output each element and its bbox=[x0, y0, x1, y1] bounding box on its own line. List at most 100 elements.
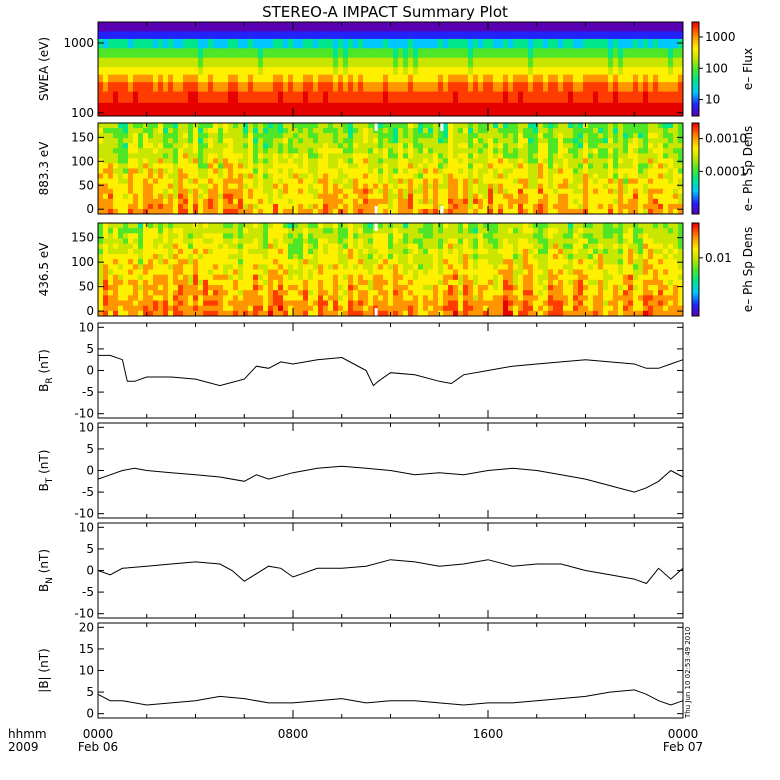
heatmap-cell bbox=[458, 203, 464, 210]
heatmap-cell bbox=[613, 128, 619, 134]
heatmap-cell bbox=[498, 310, 504, 317]
heatmap-cell bbox=[518, 208, 524, 215]
heatmap-cell bbox=[128, 102, 134, 117]
heatmap-cell bbox=[148, 203, 154, 210]
heatmap-cell bbox=[213, 148, 219, 154]
heatmap-cell bbox=[248, 163, 254, 169]
heatmap-cell bbox=[498, 178, 504, 185]
heatmap-cell bbox=[213, 128, 219, 134]
heatmap-cell bbox=[373, 285, 379, 291]
heatmap-cell bbox=[278, 203, 284, 210]
heatmap-cell bbox=[313, 233, 319, 239]
heatmap-cell bbox=[398, 285, 404, 291]
heatmap-cell bbox=[503, 163, 509, 169]
heatmap-cell bbox=[248, 300, 254, 307]
heatmap-cell bbox=[243, 193, 249, 200]
heatmap-cell bbox=[103, 128, 109, 134]
heatmap-cell bbox=[578, 74, 584, 83]
heatmap-cell bbox=[98, 153, 104, 159]
heatmap-cell bbox=[413, 153, 419, 159]
heatmap-cell bbox=[208, 138, 214, 144]
heatmap-cell bbox=[533, 223, 539, 229]
heatmap-cell bbox=[198, 82, 204, 92]
heatmap-cell bbox=[128, 38, 134, 49]
heatmap-cell bbox=[638, 138, 644, 144]
heatmap-cell bbox=[123, 233, 129, 239]
heatmap-cell bbox=[378, 238, 384, 245]
heatmap-cell bbox=[548, 158, 554, 164]
heatmap-cell bbox=[283, 305, 289, 312]
heatmap-cell bbox=[248, 285, 254, 291]
heatmap-cell bbox=[418, 74, 424, 83]
heatmap-cell bbox=[663, 133, 669, 139]
heatmap-cell bbox=[663, 74, 669, 83]
heatmap-cell bbox=[143, 148, 149, 154]
heatmap-cell bbox=[553, 158, 559, 164]
heatmap-cell bbox=[433, 223, 439, 229]
heatmap-cell bbox=[663, 38, 669, 49]
heatmap-cell bbox=[213, 183, 219, 190]
heatmap-cell bbox=[183, 223, 189, 229]
heatmap-cell bbox=[218, 102, 224, 117]
heatmap-cell bbox=[163, 123, 169, 129]
heatmap-cell bbox=[133, 290, 139, 296]
heatmap-cell bbox=[598, 163, 604, 169]
heatmap-cell bbox=[383, 243, 389, 250]
heatmap-cell bbox=[543, 274, 549, 281]
heatmap-cell bbox=[443, 259, 449, 265]
heatmap-cell bbox=[433, 168, 439, 174]
heatmap-cell bbox=[98, 128, 104, 134]
heatmap-cell bbox=[413, 228, 419, 234]
heatmap-cell bbox=[378, 279, 384, 286]
heatmap-cell bbox=[268, 193, 274, 200]
heatmap-cell bbox=[288, 153, 294, 159]
heatmap-cell bbox=[463, 133, 469, 139]
heatmap-cell bbox=[633, 193, 639, 200]
heatmap-cell bbox=[118, 274, 124, 281]
heatmap-cell bbox=[473, 254, 479, 260]
heatmap-cell bbox=[283, 48, 289, 59]
heatmap-cell bbox=[248, 178, 254, 185]
heatmap-cell bbox=[673, 133, 679, 139]
heatmap-cell bbox=[443, 208, 449, 215]
heatmap-cell bbox=[168, 248, 174, 255]
heatmap-cell bbox=[188, 279, 194, 286]
heatmap-cell bbox=[283, 153, 289, 159]
heatmap-cell bbox=[658, 67, 664, 76]
heatmap-cell bbox=[333, 57, 339, 68]
heatmap-cell bbox=[233, 248, 239, 255]
heatmap-cell bbox=[538, 82, 544, 92]
heatmap-cell bbox=[418, 233, 424, 239]
heatmap-cell bbox=[348, 259, 354, 265]
heatmap-cell bbox=[318, 208, 324, 215]
heatmap-cell bbox=[323, 198, 329, 205]
heatmap-cell bbox=[198, 31, 204, 40]
heatmap-cell bbox=[613, 57, 619, 68]
heatmap-cell bbox=[463, 57, 469, 68]
heatmap-cell bbox=[603, 158, 609, 164]
heatmap-cell bbox=[303, 153, 309, 159]
heatmap-cell bbox=[533, 178, 539, 185]
heatmap-cell bbox=[423, 31, 429, 40]
heatmap-cell bbox=[448, 82, 454, 92]
heatmap-cell bbox=[238, 285, 244, 291]
heatmap-cell bbox=[393, 148, 399, 154]
heatmap-cell bbox=[493, 193, 499, 200]
heatmap-cell bbox=[128, 243, 134, 250]
heatmap-cell bbox=[528, 269, 534, 276]
heatmap-cell bbox=[418, 48, 424, 59]
heatmap-cell bbox=[673, 31, 679, 40]
heatmap-cell bbox=[448, 238, 454, 245]
heatmap-cell bbox=[553, 203, 559, 210]
heatmap-cell bbox=[223, 279, 229, 286]
heatmap-cell bbox=[128, 295, 134, 301]
heatmap-cell bbox=[548, 233, 554, 239]
heatmap-cell bbox=[368, 208, 374, 215]
heatmap-cell bbox=[118, 269, 124, 276]
heatmap-cell bbox=[143, 285, 149, 291]
heatmap-cell bbox=[248, 102, 254, 117]
heatmap-cell bbox=[623, 91, 629, 104]
heatmap-cell bbox=[218, 153, 224, 159]
heatmap-cell bbox=[348, 31, 354, 40]
heatmap-cell bbox=[378, 48, 384, 59]
